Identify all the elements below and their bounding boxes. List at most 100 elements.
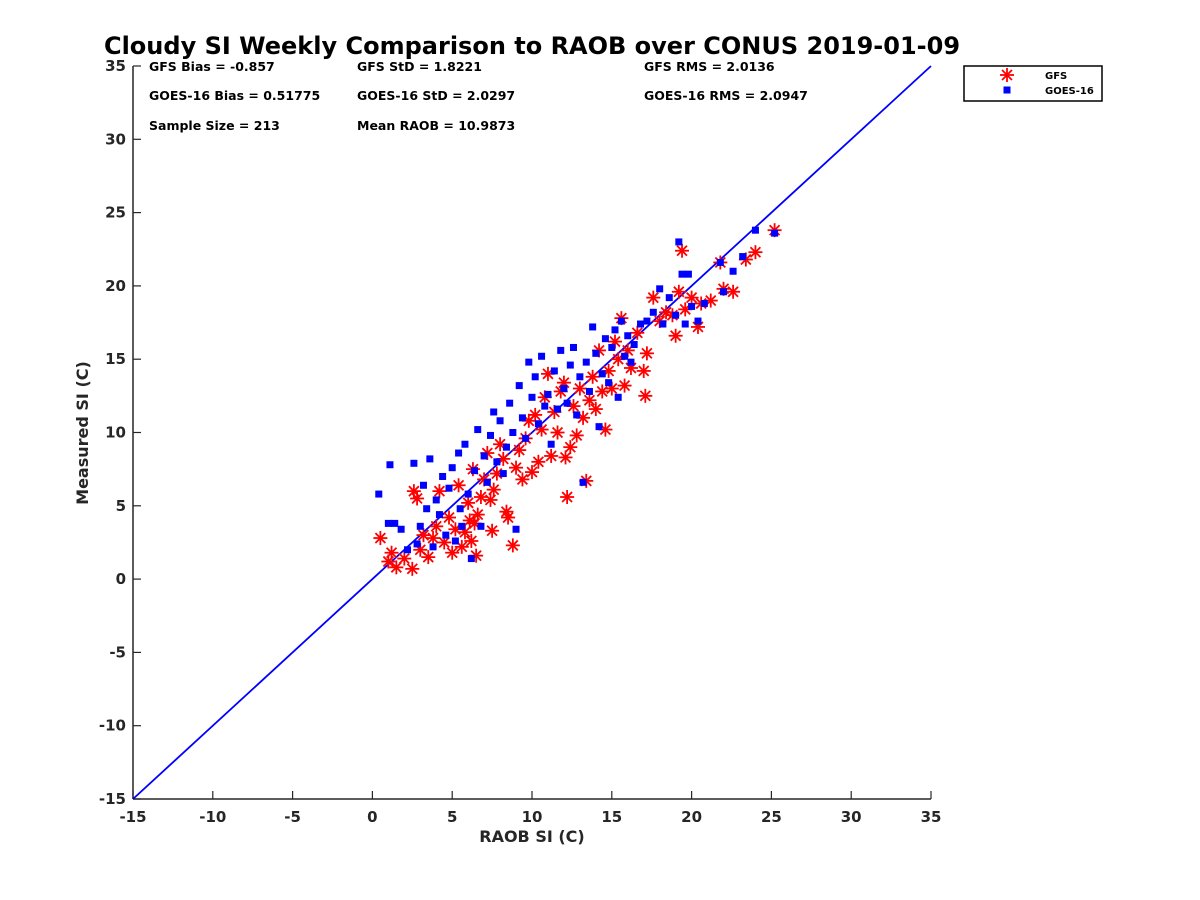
goes-16-point (585, 387, 593, 395)
goes-16-point (751, 226, 759, 234)
x-axis-label: RAOB SI (C) (479, 827, 584, 846)
gfs-point (569, 428, 584, 443)
goes-16-point (672, 311, 680, 319)
goes-16-point (659, 320, 667, 328)
goes-16-point (477, 522, 485, 530)
goes-16-point (617, 317, 625, 325)
goes-16-point (544, 390, 552, 398)
goes-16-point (608, 343, 616, 351)
gfs-point (416, 528, 431, 543)
goes-16-point (451, 537, 459, 545)
legend-gfs-marker (1000, 68, 1014, 82)
goes-16-point (419, 481, 427, 489)
goes-16-point (499, 470, 507, 478)
stat-goes-rms: GOES-16 RMS = 2.0947 (644, 88, 808, 103)
goes-16-point (582, 358, 590, 366)
chart-title: Cloudy SI Weekly Comparison to RAOB over… (104, 32, 960, 60)
gfs-point (509, 460, 524, 475)
y-tick-label: -5 (109, 643, 126, 661)
gfs-point (617, 378, 632, 393)
stat-sample-size: Sample Size = 213 (149, 118, 280, 133)
goes-16-point (432, 496, 440, 504)
goes-16-point (675, 238, 683, 246)
gfs-point (525, 465, 539, 480)
gfs-point (550, 425, 565, 440)
goes-16-point (601, 335, 609, 343)
gfs-point (528, 407, 543, 422)
y-tick-label: 30 (105, 130, 126, 148)
goes-16-point (557, 346, 565, 354)
goes-16-point (471, 467, 479, 475)
x-tick-label: 25 (761, 808, 782, 826)
legend-box (963, 65, 1103, 102)
goes-16-point (554, 405, 562, 413)
goes-16-point (496, 417, 504, 425)
legend-goes-16-square (1003, 86, 1011, 94)
gfs-point (483, 492, 498, 507)
gfs-point (675, 243, 690, 258)
reference-line-group (132, 65, 932, 800)
goes-16-point (435, 511, 443, 519)
goes-16-point (716, 258, 724, 266)
goes-16-point (592, 349, 600, 357)
goes-16-point (386, 461, 394, 469)
ticks: -15 -10 -5 0 5 10 15 20 25 30 35 -15 -10 -5 0 5 10 15 20 25… (99, 57, 942, 826)
goes-16-point (720, 288, 728, 296)
gfs-point (384, 545, 399, 560)
x-tick-label: 15 (601, 808, 622, 826)
goes-16-point (512, 525, 520, 533)
gfs-point (445, 545, 460, 560)
stat-gfs-std: GFS StD = 1.8221 (357, 59, 482, 74)
goes-16-point (611, 326, 619, 334)
goes-16-point (566, 361, 574, 369)
gfs-point (410, 491, 425, 506)
gfs-point (373, 531, 388, 546)
goes-16-point (643, 317, 651, 325)
gfs-point (560, 490, 575, 505)
goes-16-point (534, 420, 542, 428)
goes-16-point (563, 399, 571, 407)
gfs-point (636, 363, 651, 378)
gfs-point (429, 519, 444, 534)
gfs-point (485, 523, 500, 538)
goes-16-point (502, 443, 510, 451)
gfs-point (421, 550, 436, 565)
goes-16-point (423, 505, 431, 513)
gfs-point (426, 531, 441, 546)
gfs-point (638, 388, 653, 403)
gfs-point (464, 533, 479, 548)
goes-16-point (391, 519, 399, 527)
gfs-point (572, 381, 587, 396)
x-tick-label: 35 (921, 808, 942, 826)
gfs-point (451, 478, 466, 493)
gfs-point (505, 538, 520, 553)
gfs-point (671, 284, 686, 299)
goes-16-point (560, 385, 568, 393)
one-to-one-line (132, 65, 932, 800)
goes-16-point (684, 270, 692, 278)
x-tick-label: 10 (522, 808, 543, 826)
goes-16-point (474, 426, 482, 434)
stat-mean-raob: Mean RAOB = 10.9873 (357, 118, 515, 133)
gfs-point (461, 495, 476, 510)
legend-goes-16-label: GOES-16 (1045, 86, 1094, 97)
y-axis-label: Measured SI (C) (73, 361, 92, 505)
goes-16-point (665, 294, 673, 302)
y-tick-label: 10 (105, 424, 126, 442)
goes-16-point (483, 478, 491, 486)
goes-16-point (598, 370, 606, 378)
gfs-point (389, 560, 404, 575)
legend-goes-16-marker (1003, 86, 1011, 94)
y-tick-label: 0 (116, 570, 126, 588)
goes-16-point (429, 543, 437, 551)
gfs-point (563, 440, 578, 455)
goes-16-point (595, 423, 603, 431)
goes-16-point (467, 555, 475, 563)
goes-16-point (678, 270, 686, 278)
gfs-point (405, 561, 420, 576)
gfs-point (639, 346, 654, 361)
gfs-point (748, 245, 763, 260)
goes-16-point (550, 367, 558, 375)
stat-gfs-rms: GFS RMS = 2.0136 (644, 59, 775, 74)
gfs-point (630, 325, 645, 340)
